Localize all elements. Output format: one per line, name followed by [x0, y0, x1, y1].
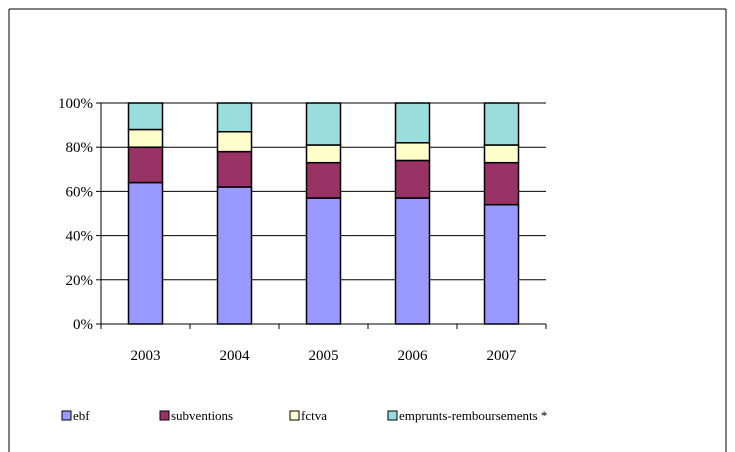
bar-segment-emprunts-remboursements-2006	[394, 102, 431, 144]
bar-segment-emprunts-remboursements-2004	[216, 102, 253, 133]
bar-segment-subventions-2004	[216, 150, 253, 188]
bars	[127, 102, 520, 325]
legend: ebf subventions fctva emprunts-remboursemen…	[61, 408, 547, 423]
legend-label: subventions	[171, 408, 233, 423]
y-tick-label: 80%	[66, 140, 94, 156]
legend-label: ebf	[73, 408, 90, 423]
x-tick-labels: 2003 2004 2005 2006 2007	[131, 348, 518, 364]
legend-label: fctva	[301, 408, 327, 423]
legend-swatch	[61, 410, 72, 421]
bar-segment-subventions-2003	[127, 146, 164, 184]
bar-segment-emprunts-remboursements-2003	[127, 102, 164, 131]
bar-segment-emprunts-remboursements-2007	[483, 102, 520, 146]
x-tick-label: 2004	[220, 348, 251, 364]
bar-segment-subventions-2005	[305, 161, 342, 199]
y-tick-label: 100%	[58, 96, 93, 112]
bar-segment-emprunts-remboursements-2005	[305, 102, 342, 146]
bar-segment-subventions-2007	[483, 161, 520, 206]
x-tick-label: 2003	[131, 348, 161, 364]
x-tick-label: 2006	[398, 348, 429, 364]
legend-label: emprunts-remboursements *	[399, 408, 547, 423]
y-tick-label: 40%	[66, 229, 94, 245]
legend-swatch	[387, 410, 398, 421]
bar-segment-fctva-2006	[394, 142, 431, 162]
x-tick-label: 2005	[309, 348, 339, 364]
legend-swatch	[289, 410, 300, 421]
legend-swatch	[159, 410, 170, 421]
bar-segment-ebf-2004	[216, 186, 253, 325]
bar-segment-fctva-2004	[216, 130, 253, 153]
bar-segment-ebf-2003	[127, 181, 164, 325]
bar-segment-ebf-2006	[394, 197, 431, 325]
bar-segment-subventions-2006	[394, 159, 431, 199]
bar-segment-fctva-2003	[127, 128, 164, 148]
y-tick-label: 20%	[66, 273, 94, 289]
x-tick-label: 2007	[487, 348, 518, 364]
bar-segment-ebf-2007	[483, 203, 520, 325]
y-tick-label: 60%	[66, 184, 94, 200]
bar-segment-fctva-2005	[305, 144, 342, 164]
y-tick-label: 0%	[73, 317, 93, 333]
bar-segment-fctva-2007	[483, 144, 520, 164]
y-tick-labels: 0% 20% 40% 60% 80% 100%	[58, 96, 93, 333]
bar-segment-ebf-2005	[305, 197, 342, 325]
